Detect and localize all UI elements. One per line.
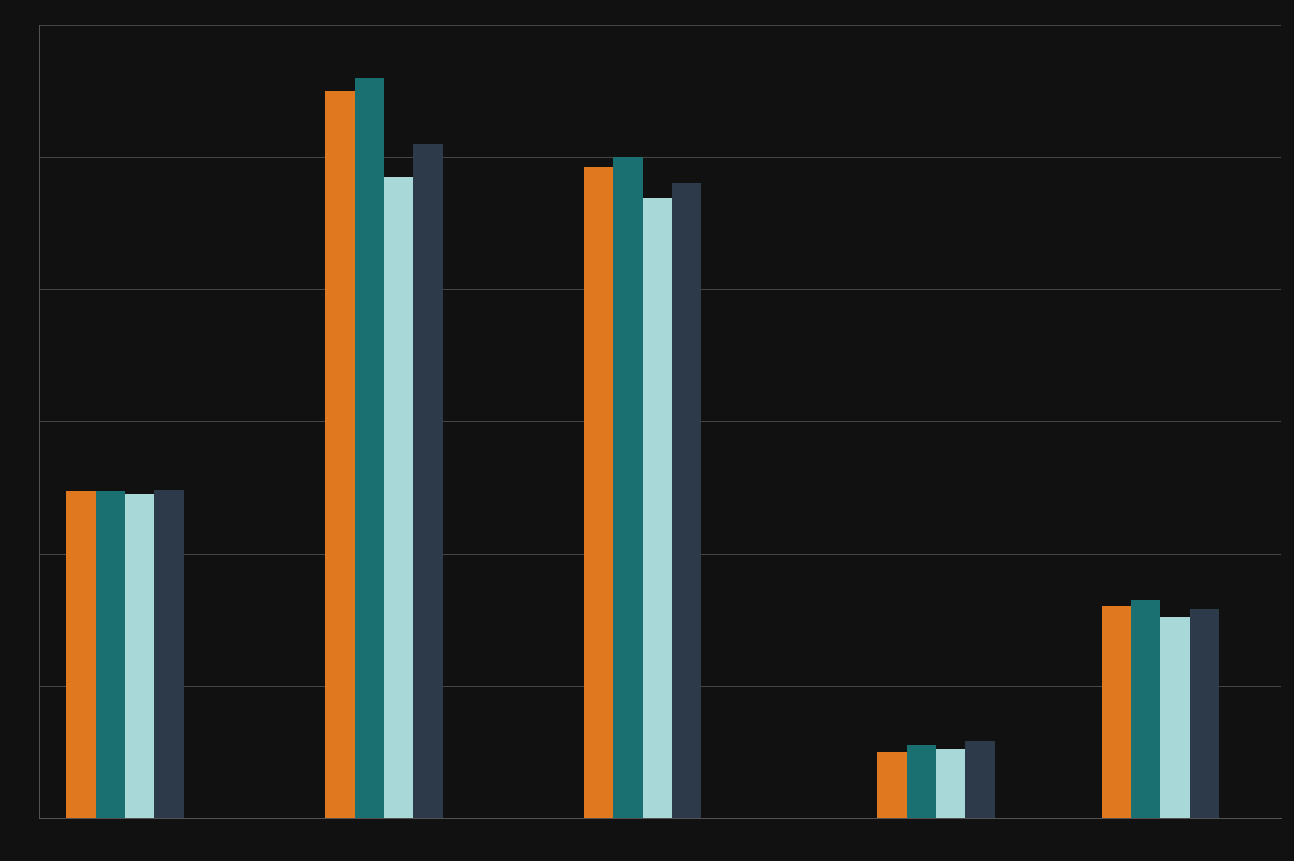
- Bar: [154, 491, 184, 818]
- Bar: [584, 168, 613, 818]
- Bar: [1131, 600, 1161, 818]
- Bar: [1189, 610, 1219, 818]
- Bar: [1161, 617, 1189, 818]
- Bar: [126, 494, 154, 818]
- Bar: [907, 746, 936, 818]
- Bar: [413, 145, 443, 818]
- Bar: [613, 158, 643, 818]
- Bar: [325, 92, 355, 818]
- Bar: [355, 78, 384, 818]
- Bar: [877, 752, 907, 818]
- Bar: [66, 492, 96, 818]
- Bar: [96, 491, 126, 818]
- Bar: [643, 199, 672, 818]
- Bar: [965, 741, 995, 818]
- Bar: [672, 184, 701, 818]
- Bar: [384, 178, 413, 818]
- Bar: [1101, 607, 1131, 818]
- Bar: [936, 749, 965, 818]
